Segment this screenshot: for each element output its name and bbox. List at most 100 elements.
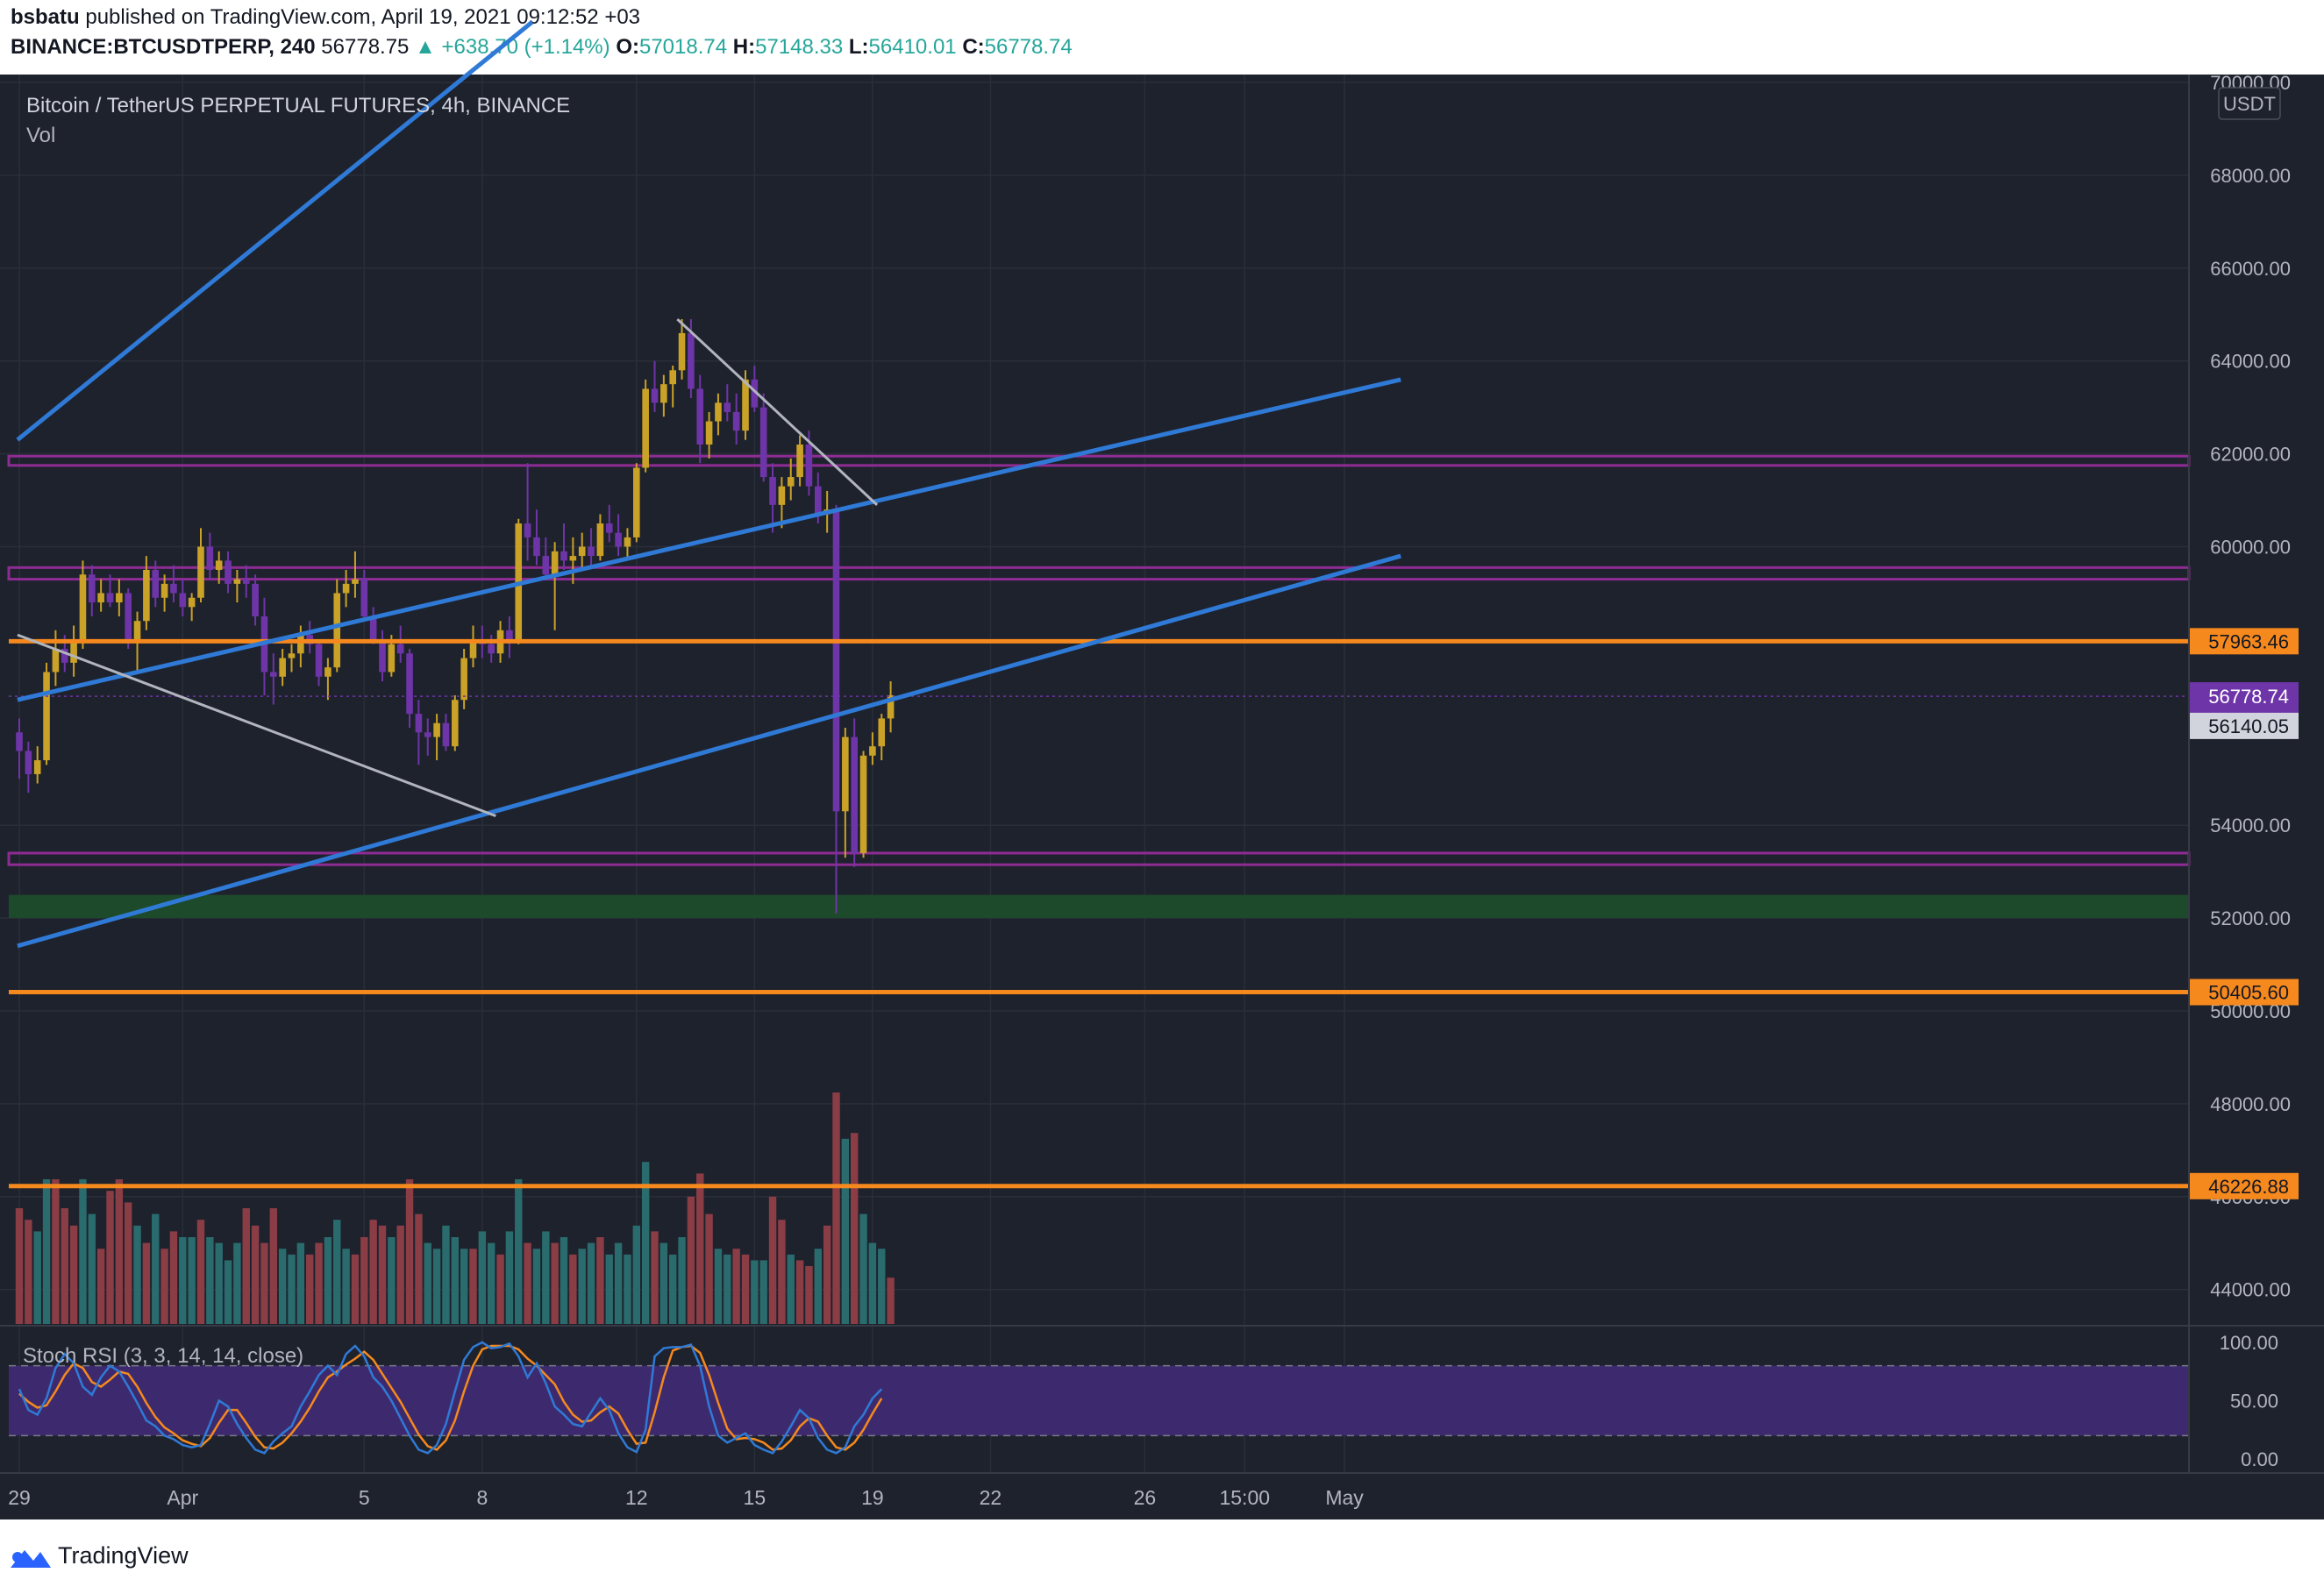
open-label: O: xyxy=(616,35,639,59)
volume-bar xyxy=(505,1231,514,1324)
candle xyxy=(751,365,759,412)
volume-bar xyxy=(724,1254,731,1324)
time-axis[interactable]: 29 Apr 5 8 12 15 19 22 26 15:00 May xyxy=(8,1486,1364,1509)
price-tick-label: 54000.00 xyxy=(2210,815,2291,836)
current-price-tag: 56778.74 xyxy=(2208,686,2289,708)
candle xyxy=(360,569,368,622)
candle xyxy=(542,537,550,580)
marker-price-tag: 56140.05 xyxy=(2208,715,2289,737)
candle-body xyxy=(533,537,540,557)
candle-body xyxy=(724,402,731,412)
candle-body xyxy=(424,732,431,737)
trendlines[interactable] xyxy=(16,20,1401,949)
candle-body xyxy=(759,407,767,478)
candle-body xyxy=(832,509,840,812)
tradingview-logo-icon xyxy=(11,1550,51,1568)
volume-bar xyxy=(342,1249,350,1324)
candle xyxy=(515,518,523,644)
candle-body xyxy=(415,714,423,733)
candle-body xyxy=(297,635,304,654)
volume-bar xyxy=(369,1220,377,1324)
candle xyxy=(106,574,114,608)
candle-body xyxy=(125,593,132,640)
volume-bar xyxy=(242,1208,250,1324)
candle xyxy=(724,384,731,422)
symbol-name[interactable]: BINANCE:BTCUSDTPERP, 240 xyxy=(11,35,316,59)
candle-body xyxy=(215,560,223,570)
volume-bar xyxy=(115,1179,124,1324)
volume-bar xyxy=(768,1196,777,1324)
candle xyxy=(288,644,296,673)
level-price-tag: 50405.60 xyxy=(2208,982,2289,1004)
candle xyxy=(396,625,404,663)
candle-body xyxy=(388,644,396,673)
volume-bar xyxy=(215,1242,223,1324)
candle-body xyxy=(732,411,740,431)
publish-line: bsbatu published on TradingView.com, Apr… xyxy=(11,5,640,30)
volume-bar xyxy=(405,1179,414,1324)
time-tick-label: 5 xyxy=(359,1486,370,1509)
volume-bar xyxy=(542,1231,550,1324)
candle-body xyxy=(596,523,604,557)
footer-brand: TradingView xyxy=(58,1542,189,1569)
candle xyxy=(551,542,559,630)
volume-bar xyxy=(524,1242,531,1324)
candle xyxy=(206,532,214,580)
candle xyxy=(778,477,786,529)
volume-bar xyxy=(614,1242,623,1324)
volume-bar xyxy=(152,1213,160,1324)
volume-bar xyxy=(306,1254,314,1324)
volume-bar xyxy=(442,1225,450,1324)
stoch-rsi-axis: 100.00 50.00 0.00 xyxy=(2220,1332,2278,1470)
candle-body xyxy=(696,388,704,445)
candle-body xyxy=(796,445,803,478)
author-name[interactable]: bsbatu xyxy=(11,5,80,29)
candle-body xyxy=(116,593,123,603)
volume-bar xyxy=(659,1242,668,1324)
stoch-rsi-k-line xyxy=(18,1341,883,1455)
volume-bar xyxy=(596,1237,604,1324)
low-value: 56410.01 xyxy=(868,35,957,59)
stoch-rsi-pane xyxy=(9,1341,2189,1455)
candle-body xyxy=(452,700,459,747)
candle xyxy=(125,588,132,649)
high-value: 57148.33 xyxy=(755,35,844,59)
close-label: C: xyxy=(962,35,985,59)
candle-body xyxy=(488,644,495,654)
candle-body xyxy=(851,737,858,853)
volume-bar xyxy=(832,1092,840,1324)
volume-bar xyxy=(79,1179,87,1324)
volume-bar xyxy=(751,1260,759,1324)
candle xyxy=(379,630,386,682)
candle-body xyxy=(225,560,232,584)
candle xyxy=(79,560,87,649)
candle-body xyxy=(506,630,513,640)
candle-body xyxy=(787,477,795,487)
volume-bar xyxy=(651,1231,659,1324)
candle xyxy=(369,607,377,644)
level-price-tag-bg xyxy=(2190,979,2299,1006)
candle xyxy=(342,569,350,608)
volume-bar xyxy=(396,1225,404,1324)
candle xyxy=(424,718,431,756)
time-tick-label: 12 xyxy=(625,1486,648,1509)
candle-body xyxy=(270,672,277,677)
candle xyxy=(460,648,467,709)
candle xyxy=(624,528,631,561)
candle-body xyxy=(842,737,849,812)
currency-box[interactable] xyxy=(2218,87,2281,120)
candle xyxy=(660,374,667,417)
candle-body xyxy=(615,532,622,547)
candle-body xyxy=(16,732,23,751)
volume-bar xyxy=(868,1242,877,1324)
candle-body xyxy=(633,467,640,537)
candle xyxy=(179,579,187,616)
time-tick-label: 19 xyxy=(861,1486,884,1509)
candle-body xyxy=(179,593,187,608)
volume-label: Vol xyxy=(26,124,55,147)
price-tags: 57963.4650405.6046226.8856778.7401:47:13… xyxy=(2190,628,2299,1199)
candle xyxy=(242,565,250,598)
candle xyxy=(352,551,359,598)
candle xyxy=(506,616,513,658)
